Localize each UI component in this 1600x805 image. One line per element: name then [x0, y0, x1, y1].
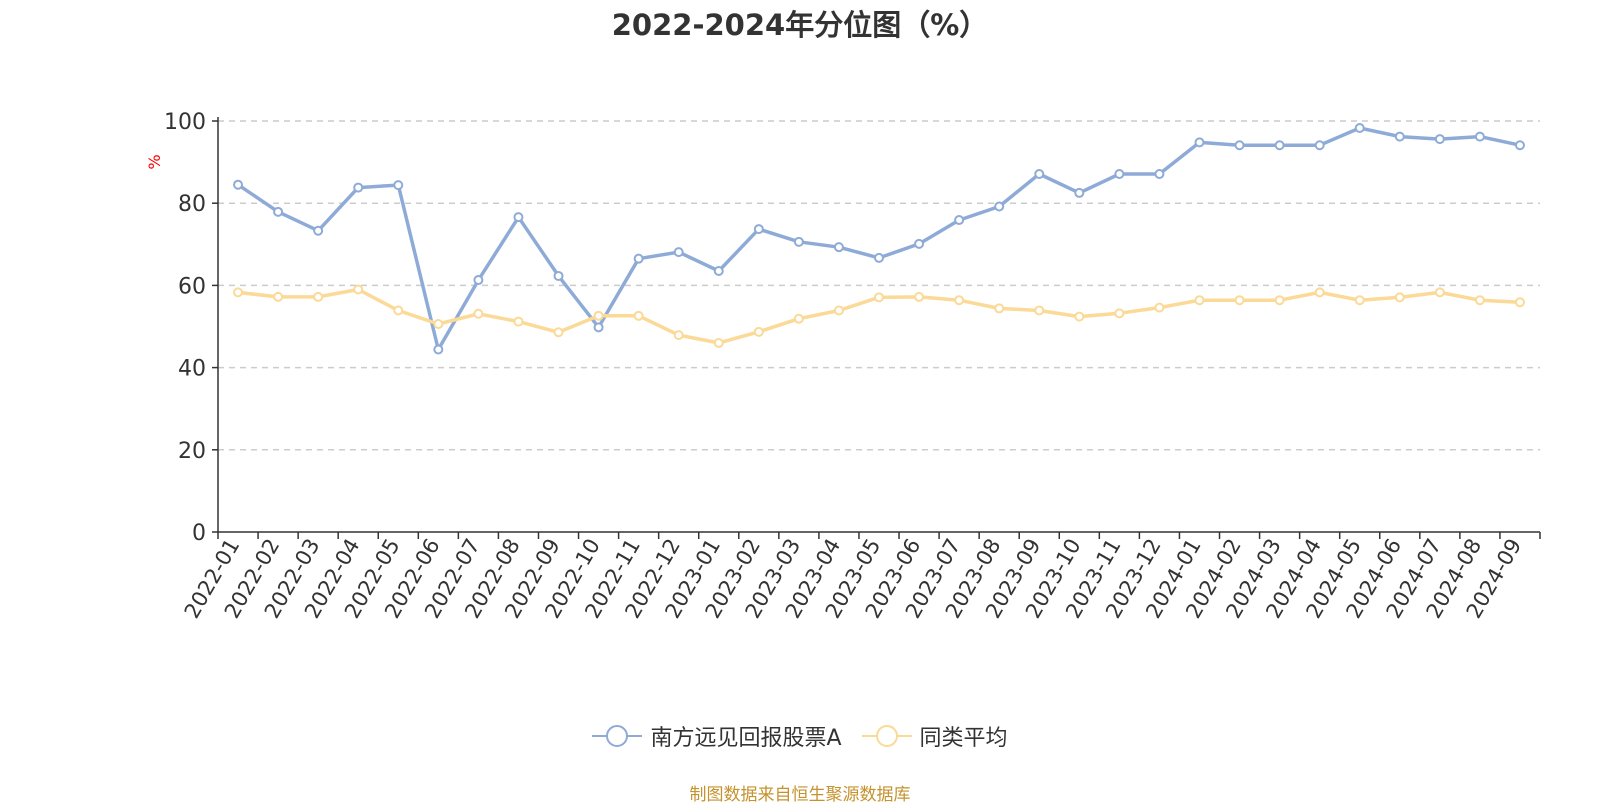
- data-point: [233, 179, 244, 190]
- data-point: [954, 215, 965, 226]
- data-point: [1394, 292, 1405, 303]
- data-point: [1074, 187, 1085, 198]
- source-note: 制图数据来自恒生聚源数据库: [689, 785, 911, 805]
- legend-item-series-2[interactable]: 同类平均: [861, 720, 1008, 752]
- data-point: [353, 284, 364, 295]
- series-1: [233, 122, 1525, 355]
- data-point: [1354, 295, 1365, 306]
- data-point: [673, 330, 684, 341]
- data-point: [553, 270, 564, 281]
- data-point: [273, 206, 284, 217]
- data-point: [994, 303, 1005, 314]
- data-point: [874, 252, 884, 263]
- data-point: [1234, 140, 1245, 151]
- data-point: [553, 327, 564, 338]
- data-point: [393, 305, 404, 316]
- data-point: [914, 291, 925, 302]
- data-point: [713, 337, 724, 348]
- y-tick-label: 100: [164, 110, 206, 135]
- data-point: [513, 212, 524, 223]
- data-point: [833, 305, 844, 316]
- data-point: [1034, 169, 1045, 180]
- data-point: [1194, 295, 1205, 306]
- data-point: [793, 236, 804, 247]
- y-tick-label: 60: [178, 274, 206, 299]
- data-point: [1474, 295, 1485, 306]
- legend-label: 南方远见回报股票A: [650, 726, 842, 751]
- data-point: [473, 275, 484, 286]
- data-point: [713, 266, 724, 277]
- data-point: [874, 292, 884, 303]
- data-point: [433, 344, 444, 355]
- data-point: [233, 287, 244, 298]
- data-point: [1074, 311, 1085, 322]
- data-point: [753, 326, 764, 337]
- data-point: [1514, 297, 1525, 308]
- y-axis-label: %: [145, 154, 164, 169]
- data-point: [593, 322, 604, 333]
- data-point: [1154, 302, 1165, 313]
- data-point: [673, 247, 684, 258]
- data-point: [353, 182, 364, 193]
- y-tick-label: 0: [192, 521, 206, 546]
- data-point: [633, 310, 644, 321]
- data-point: [1474, 131, 1485, 142]
- data-point: [1274, 140, 1285, 151]
- series-layer: [233, 122, 1525, 355]
- legend-marker-icon: [861, 725, 912, 747]
- legend-marker-icon: [592, 725, 643, 747]
- series-2: [233, 284, 1525, 348]
- data-point: [1514, 140, 1525, 151]
- data-point: [313, 291, 324, 302]
- data-point: [1114, 308, 1125, 319]
- series-line: [236, 126, 1522, 352]
- data-point: [914, 238, 925, 249]
- data-point: [793, 313, 804, 324]
- legend-label: 同类平均: [919, 726, 1008, 751]
- data-point: [1434, 287, 1445, 298]
- data-point: [954, 295, 965, 306]
- legend-item-series-1[interactable]: 南方远见回报股票A: [592, 720, 842, 752]
- data-point: [1434, 134, 1445, 145]
- data-point: [1234, 295, 1245, 306]
- data-point: [1034, 305, 1045, 316]
- data-point: [753, 224, 764, 235]
- data-point: [513, 316, 524, 327]
- data-point: [833, 242, 844, 253]
- data-point: [1154, 169, 1165, 180]
- data-point: [994, 201, 1005, 212]
- data-point: [313, 225, 324, 236]
- data-point: [1314, 287, 1325, 298]
- y-tick-label: 80: [178, 192, 206, 217]
- data-point: [1354, 122, 1365, 133]
- data-point: [1314, 140, 1325, 151]
- y-tick-label: 20: [178, 439, 206, 464]
- data-point: [433, 319, 444, 330]
- chart-title: 2022-2024年分位图（%）: [611, 8, 989, 42]
- data-point: [593, 310, 604, 321]
- data-point: [1394, 131, 1405, 142]
- data-point: [1194, 137, 1205, 148]
- data-point: [473, 308, 484, 319]
- data-point: [1274, 295, 1285, 306]
- data-point: [273, 291, 284, 302]
- data-point: [1114, 169, 1125, 180]
- y-tick-label: 40: [178, 357, 206, 382]
- data-point: [393, 180, 404, 191]
- grid-lines: [218, 120, 1540, 451]
- data-point: [633, 253, 644, 264]
- legend: 南方远见回报股票A 同类平均: [0, 720, 1600, 752]
